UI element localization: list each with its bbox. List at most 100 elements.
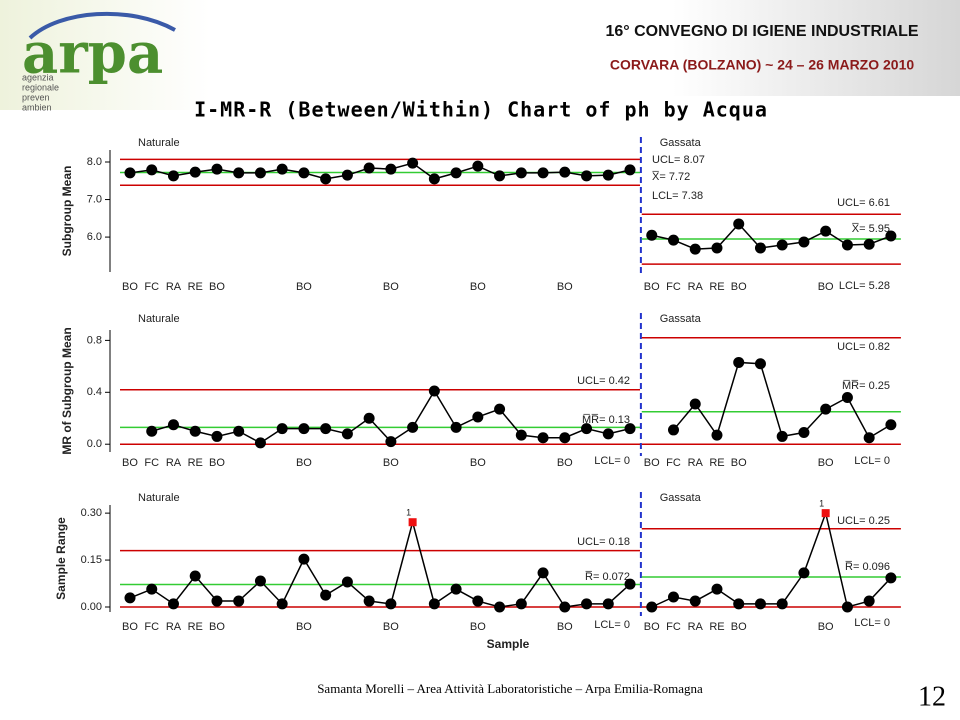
data-point: [646, 601, 658, 613]
y-axis-label: MR of Subgroup Mean: [60, 327, 74, 454]
data-point: [776, 598, 788, 610]
x-tick-label: BO: [209, 281, 225, 293]
data-point: [602, 169, 614, 181]
data-point: [581, 598, 593, 610]
x-tick-label: BO: [296, 281, 312, 293]
data-point: [559, 166, 571, 178]
data-point: [733, 356, 745, 368]
data-point: [711, 242, 723, 254]
y-axis-label: Subgroup Mean: [60, 166, 74, 257]
data-point: [298, 167, 310, 179]
data-point: [472, 160, 484, 172]
x-tick-label: BO: [470, 621, 486, 633]
footer-author: Samanta Morelli – Area Attività Laborato…: [317, 681, 703, 696]
limit-label: R̅= 0.072: [585, 571, 630, 583]
data-point: [233, 167, 245, 179]
data-point: [385, 436, 397, 448]
x-axis-label: Sample: [487, 637, 530, 651]
x-tick-label: RE: [709, 281, 724, 293]
data-point: [885, 419, 897, 431]
limit-label: R̅= 0.096: [845, 561, 890, 573]
x-tick-label: RA: [166, 281, 182, 293]
data-point: [363, 162, 375, 174]
data-point: [559, 601, 571, 613]
y-tick-label: 7.0: [87, 193, 102, 205]
data-point: [233, 595, 245, 607]
x-tick-label: RA: [688, 457, 704, 469]
data-point: [602, 598, 614, 610]
data-point: [689, 595, 701, 607]
stage-label: Gassata: [660, 492, 702, 504]
data-point: [841, 601, 853, 613]
limit-label: UCL= 0.42: [577, 375, 630, 387]
y-axis-label: Sample Range: [54, 517, 68, 600]
x-tick-label: BO: [557, 457, 573, 469]
y-tick-label: 0.0: [87, 438, 102, 450]
x-tick-label: FC: [144, 621, 159, 633]
x-tick-label: BO: [122, 621, 138, 633]
x-tick-label: FC: [144, 281, 159, 293]
logo-band: [0, 0, 210, 110]
page-number: 12: [918, 681, 946, 712]
x-tick-label: RE: [188, 621, 203, 633]
chart-title: I-MR-R (Between/Within) Chart of ph by A…: [194, 98, 768, 122]
limit-label: LCL= 0: [594, 455, 630, 467]
data-point: [211, 430, 223, 442]
x-tick-label: RA: [166, 621, 182, 633]
y-tick-label: 0.00: [81, 601, 102, 613]
data-point: [515, 167, 527, 179]
data-point: [515, 429, 527, 441]
limit-label: M̅R̅= 0.13: [582, 414, 630, 426]
data-point: [450, 583, 462, 595]
data-point: [885, 230, 897, 242]
data-point: [385, 163, 397, 175]
y-tick-label: 6.0: [87, 231, 102, 243]
data-point: [276, 423, 288, 435]
x-tick-label: BO: [383, 621, 399, 633]
data-point: [820, 403, 832, 415]
data-point: [341, 428, 353, 440]
data-point: [581, 170, 593, 182]
x-tick-label: BO: [209, 621, 225, 633]
y-tick-label: 8.0: [87, 156, 102, 168]
data-point: [407, 157, 419, 169]
data-point: [211, 595, 223, 607]
data-point: [646, 229, 658, 241]
data-point: [298, 423, 310, 435]
data-point: [494, 170, 506, 182]
stage-label: Naturale: [138, 492, 180, 504]
x-tick-label: BO: [209, 457, 225, 469]
limit-label: LCL= 5.28: [839, 280, 890, 292]
limit-label: UCL= 0.82: [837, 341, 890, 353]
data-point: [428, 598, 440, 610]
x-tick-label: BO: [470, 281, 486, 293]
data-point: [581, 423, 593, 435]
data-point: [167, 598, 179, 610]
x-tick-label: RE: [188, 457, 203, 469]
x-tick-label: BO: [644, 281, 660, 293]
data-point: [841, 391, 853, 403]
data-point: [798, 427, 810, 439]
data-point: [472, 411, 484, 423]
limit-label: UCL= 6.61: [837, 197, 890, 209]
data-point: [146, 164, 158, 176]
limit-label: X̅= 5.95: [851, 223, 890, 235]
x-tick-label: FC: [144, 457, 159, 469]
data-point: [254, 575, 266, 587]
flagged-point: [408, 518, 417, 527]
data-point: [776, 239, 788, 251]
data-point: [863, 432, 875, 444]
data-point: [124, 167, 136, 179]
series-line: [672, 361, 892, 439]
x-tick-label: BO: [296, 621, 312, 633]
data-point: [624, 164, 636, 176]
x-tick-label: BO: [731, 281, 747, 293]
limit-label: LCL= 0: [854, 455, 890, 467]
data-point: [668, 424, 679, 436]
data-point: [602, 428, 614, 440]
data-point: [254, 437, 266, 449]
data-point: [428, 385, 440, 397]
x-tick-label: RE: [188, 281, 203, 293]
flag-label: 1: [406, 508, 411, 518]
